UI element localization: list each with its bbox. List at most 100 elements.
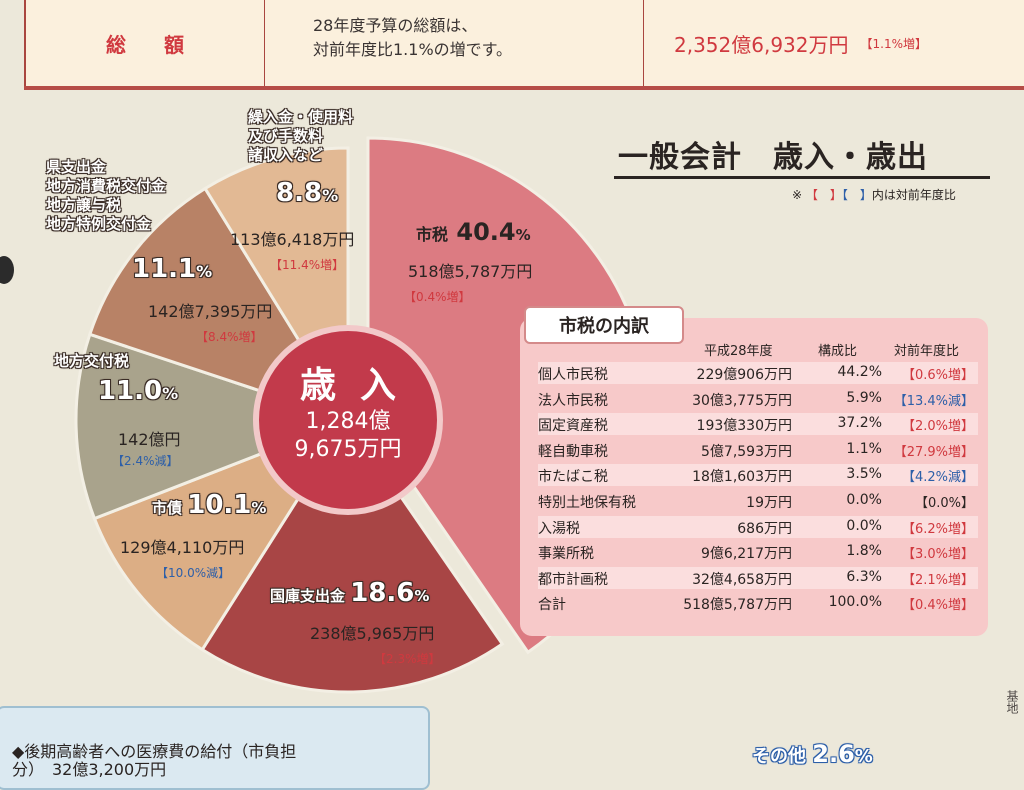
pct-sign: %: [196, 262, 213, 281]
breakdown-header-ratio: 構成比: [818, 344, 858, 359]
segment-national-name: 国庫支出金: [270, 587, 346, 605]
segment-transfers-name-line1: 繰入金・使用料: [248, 108, 354, 126]
breakdown-cell-amount: 18億1,603万円: [692, 469, 792, 486]
breakdown-cell-amount: 193億330万円: [696, 418, 792, 435]
other-segment-pct: 2.6: [812, 740, 855, 768]
punch-hole: [0, 256, 14, 284]
pie-slice-national: [200, 417, 505, 694]
segment-prefecture-name-line4: 地方特例交付金: [46, 215, 152, 233]
pie-center-disc: [253, 325, 443, 515]
segment-national-label: 国庫支出金 18.6%: [270, 580, 430, 606]
breakdown-cell-name: 合計: [538, 597, 566, 614]
other-segment-label: その他 2.6%: [752, 740, 873, 768]
side-vertical-text: 基地: [1005, 690, 1019, 714]
breakdown-cell-ratio: 37.2%: [837, 415, 882, 432]
breakdown-cell-name: 特別土地保有税: [538, 495, 636, 511]
breakdown-cell-change: 【0.6%増】: [901, 368, 974, 383]
breakdown-header-fy: 平成28年度: [704, 344, 773, 359]
breakdown-row: 特別土地保有税 19万円 0.0% 【0.0%】: [538, 490, 978, 512]
breakdown-cell-change: 【27.9%増】: [893, 444, 974, 460]
revenue-center-label: 歳入 1,284億 9,675万円: [256, 356, 440, 464]
breakdown-cell-name: 事業所税: [538, 546, 594, 563]
segment-transfers-pct: 8.8: [276, 178, 323, 208]
breakdown-cell-change: 【3.0%増】: [901, 547, 974, 563]
breakdown-cell-name: 都市計画税: [538, 571, 608, 588]
breakdown-cell-amount: 32億4,658万円: [692, 571, 792, 588]
summary-desc-line2: 対前年度比1.1%の増です。: [313, 40, 513, 59]
breakdown-row: 固定資産税 193億330万円 37.2% 【2.0%増】: [538, 413, 978, 436]
note-red-bracket: 【 】: [805, 188, 842, 202]
revenue-center-amount-line1: 1,284億: [305, 409, 391, 434]
breakdown-row: 合計 518億5,787万円 100.0% 【0.4%増】: [538, 592, 978, 614]
breakdown-cell-name: 法人市民税: [538, 392, 608, 409]
segment-city-tax-name: 市税: [416, 225, 449, 244]
segment-prefecture-pct-wrap: 11.1%: [132, 254, 212, 284]
segment-bonds-name: 市債: [152, 499, 183, 517]
segment-allocation-name: 地方交付税: [54, 352, 130, 370]
breakdown-cell-ratio: 0.0%: [846, 517, 882, 534]
breakdown-cell-amount: 9億6,217万円: [701, 546, 792, 563]
bottom-info-line1: ◆後期高齢者への医療費の給付（市負担: [12, 742, 297, 761]
breakdown-cell-name: 個人市民税: [538, 367, 608, 383]
breakdown-cell-name: 市たばこ税: [538, 469, 608, 486]
breakdown-cell-ratio: 0.0%: [846, 492, 882, 508]
segment-transfers-pct-wrap: 8.8%: [276, 178, 338, 208]
segment-allocation-amount: 142億円: [118, 430, 181, 449]
revenue-center-title: 歳入: [299, 365, 420, 406]
breakdown-row: 事業所税 9億6,217万円 1.8% 【3.0%増】: [538, 541, 978, 563]
note-prefix: ※: [792, 188, 803, 202]
pct-sign: %: [162, 384, 179, 403]
segment-city-tax-label: 市税 40.4%: [416, 218, 531, 246]
breakdown-cell-ratio: 100.0%: [828, 594, 882, 611]
breakdown-cell-amount: 5億7,593万円: [701, 443, 792, 460]
breakdown-cell-ratio: 6.3%: [846, 568, 882, 585]
breakdown-cell-ratio: 3.5%: [846, 466, 882, 483]
summary-desc-line1: 28年度予算の総額は、: [313, 16, 478, 35]
breakdown-cell-change: 【2.1%増】: [901, 572, 974, 588]
breakdown-cell-amount: 229億906万円: [696, 367, 792, 383]
segment-bonds-label: 市債 10.1%: [152, 492, 266, 518]
breakdown-cell-change: 【0.4%増】: [901, 598, 974, 614]
breakdown-cell-amount: 19万円: [746, 495, 792, 511]
breakdown-row: 軽自動車税 5億7,593万円 1.1% 【27.9%増】: [538, 439, 978, 461]
segment-prefecture-amount: 142億7,395万円: [148, 302, 273, 321]
heading-note: ※ 【 】【 】内は対前年度比: [792, 186, 956, 203]
segment-prefecture-name-line3: 地方譲与税: [46, 196, 122, 214]
breakdown-cell-change: 【2.0%増】: [901, 419, 974, 435]
segment-city-tax-amount: 518億5,787万円: [408, 262, 533, 281]
bottom-info-line2: 分） 32億3,200万円: [12, 760, 167, 779]
segment-prefecture-name-line1: 県支出金: [46, 158, 107, 176]
segment-national-amount: 238億5,965万円: [310, 624, 435, 643]
breakdown-cell-name: 入湯税: [538, 520, 580, 537]
segment-national-pct: 18.6: [350, 578, 415, 608]
revenue-center-amount-line2: 9,675万円: [294, 437, 402, 462]
segment-bonds-change: 【10.0%減】: [156, 566, 231, 580]
breakdown-header-change: 対前年度比: [894, 344, 960, 359]
heading-underline: [614, 176, 990, 179]
breakdown-cell-ratio: 44.2%: [837, 364, 882, 380]
breakdown-cell-amount: 30億3,775万円: [692, 392, 792, 409]
segment-transfers-name-line2: 及び手数料: [248, 127, 324, 145]
segment-national-change: 【2.3%増】: [374, 652, 441, 666]
pct-sign: %: [414, 587, 430, 605]
segment-transfers-name: 繰入金・使用料 及び手数料 諸収入など: [248, 108, 353, 165]
summary-divider: [24, 86, 1024, 90]
segment-allocation-change: 【2.4%減】: [112, 454, 179, 468]
summary-description: 28年度予算の総額は、 対前年度比1.1%の増です。: [264, 0, 644, 86]
breakdown-cell-amount: 518億5,787万円: [683, 597, 792, 614]
segment-bonds-amount: 129億4,110万円: [120, 538, 245, 557]
segment-allocation-pct-wrap: 11.0%: [98, 376, 178, 406]
summary-label: 総額: [106, 32, 222, 57]
segment-allocation-pct: 11.0: [98, 376, 163, 406]
summary-amount-cell: 2,352億6,932万円 【1.1%増】: [644, 0, 1024, 86]
breakdown-cell-change: 【0.0%】: [914, 496, 974, 511]
segment-prefecture-name: 県支出金 地方消費税交付金 地方譲与税 地方特例交付金: [46, 158, 166, 234]
breakdown-cell-change: 【6.2%増】: [901, 521, 974, 537]
breakdown-cell-ratio: 5.9%: [846, 389, 882, 406]
segment-prefecture-name-line2: 地方消費税交付金: [46, 177, 167, 195]
segment-transfers-amount: 113億6,418万円: [230, 230, 355, 249]
note-suffix: 内は対前年度比: [871, 188, 956, 202]
breakdown-cell-ratio: 1.1%: [846, 440, 882, 457]
section-heading: 一般会計 歳入・歳出: [618, 140, 928, 175]
pct-sign: %: [515, 226, 531, 244]
